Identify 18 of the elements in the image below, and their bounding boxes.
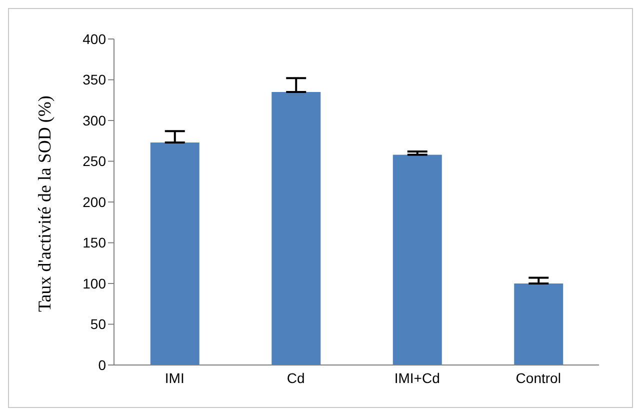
y-tick-label: 100 <box>82 275 106 292</box>
y-axis-title: Taux d'activité de la SOD (%) <box>34 96 54 312</box>
x-tick-label: IMI+Cd <box>394 370 440 386</box>
x-tick-label: Cd <box>286 370 305 386</box>
y-tick-label: 350 <box>82 72 106 88</box>
y-tick-label: 400 <box>82 30 106 47</box>
y-tick-label: 50 <box>90 316 106 332</box>
bar <box>514 284 564 365</box>
x-tick-label: IMI <box>164 370 184 386</box>
bar <box>392 154 442 365</box>
y-tick-label: 0 <box>98 356 106 373</box>
y-tick-label: 250 <box>82 153 106 170</box>
y-tick-label: 300 <box>82 112 106 128</box>
x-tick-label: Control <box>516 370 561 386</box>
bar <box>272 92 321 365</box>
bar <box>150 142 200 365</box>
y-tick-label: 150 <box>82 234 106 251</box>
y-tick-label: 200 <box>82 194 106 210</box>
